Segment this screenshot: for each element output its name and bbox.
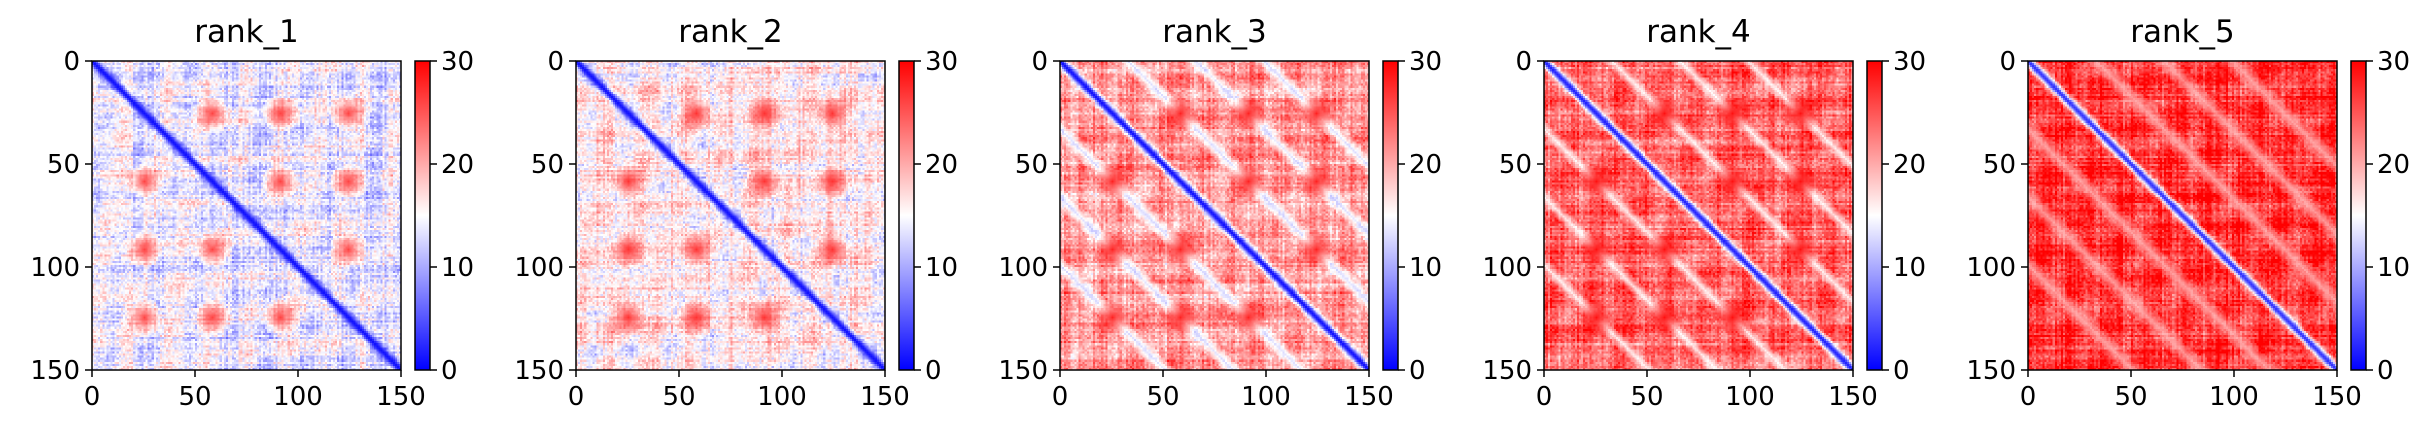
y-tick-label: 0 [1031, 47, 1048, 77]
colorbar-tick-label: 30 [441, 47, 474, 77]
x-tick-label: 0 [568, 382, 585, 412]
x-tick-label: 0 [1052, 382, 1069, 412]
x-tick-label: 100 [1241, 382, 1291, 412]
plot-frame [91, 60, 402, 371]
colorbar-tick-label: 20 [441, 150, 474, 180]
colorbar-tick-label: 10 [2377, 253, 2410, 283]
plot-frame [2027, 60, 2338, 371]
colorbar-tick-label: 0 [1409, 356, 1426, 386]
colorbar-tick-label: 0 [2377, 356, 2394, 386]
y-tick-label: 0 [547, 47, 564, 77]
panel-title: rank_1 [194, 14, 299, 50]
heatmap-image [1060, 61, 1369, 370]
x-tick-label: 50 [178, 382, 211, 412]
y-tick-label: 150 [1482, 356, 1532, 386]
y-tick-label: 50 [47, 150, 80, 180]
colorbar-frame [898, 60, 915, 371]
x-tick-label: 100 [757, 382, 807, 412]
x-tick-label: 150 [860, 382, 910, 412]
colorbar-tick-label: 10 [925, 253, 958, 283]
colorbar [1383, 61, 1398, 370]
colorbar-frame [2350, 60, 2367, 371]
heatmap-image [1544, 61, 1853, 370]
colorbar-tick-label: 20 [1893, 150, 1926, 180]
x-tick-label: 0 [84, 382, 101, 412]
y-tick-label: 100 [998, 253, 1048, 283]
x-tick-label: 50 [1630, 382, 1663, 412]
x-tick-label: 50 [1146, 382, 1179, 412]
colorbar-tick-label: 0 [441, 356, 458, 386]
x-tick-label: 50 [662, 382, 695, 412]
y-tick-label: 150 [998, 356, 1048, 386]
colorbar-frame [1382, 60, 1399, 371]
x-tick-label: 150 [1828, 382, 1878, 412]
y-tick-label: 50 [1983, 150, 2016, 180]
y-tick-label: 50 [1015, 150, 1048, 180]
colorbar-tick-label: 10 [1893, 253, 1926, 283]
colorbar-tick-label: 30 [925, 47, 958, 77]
x-tick-label: 100 [2209, 382, 2259, 412]
colorbar-tick-label: 0 [925, 356, 942, 386]
panel-title: rank_4 [1646, 14, 1751, 50]
y-tick-label: 50 [531, 150, 564, 180]
x-tick-label: 150 [1344, 382, 1394, 412]
panel-title: rank_2 [678, 14, 783, 50]
colorbar [2351, 61, 2366, 370]
colorbar-frame [414, 60, 431, 371]
x-tick-label: 50 [2114, 382, 2147, 412]
plot-frame [1059, 60, 1370, 371]
heatmap-image [2028, 61, 2337, 370]
y-tick-label: 0 [1999, 47, 2016, 77]
colorbar-tick-label: 0 [1893, 356, 1910, 386]
colorbar [415, 61, 430, 370]
y-tick-label: 100 [30, 253, 80, 283]
y-tick-label: 150 [30, 356, 80, 386]
colorbar-tick-label: 30 [2377, 47, 2410, 77]
colorbar-tick-label: 30 [1409, 47, 1442, 77]
x-tick-label: 100 [1725, 382, 1775, 412]
y-tick-label: 50 [1499, 150, 1532, 180]
x-tick-label: 0 [2020, 382, 2037, 412]
panel-title: rank_3 [1162, 14, 1267, 50]
colorbar-tick-label: 20 [1409, 150, 1442, 180]
y-tick-label: 150 [514, 356, 564, 386]
colorbar-tick-label: 10 [441, 253, 474, 283]
y-tick-label: 150 [1966, 356, 2016, 386]
x-tick-label: 150 [2312, 382, 2362, 412]
y-tick-label: 100 [1966, 253, 2016, 283]
colorbar-tick-label: 10 [1409, 253, 1442, 283]
plot-frame [1543, 60, 1854, 371]
colorbar-tick-label: 20 [2377, 150, 2410, 180]
panel-title: rank_5 [2130, 14, 2235, 50]
heatmap-image [92, 61, 401, 370]
colorbar [1867, 61, 1882, 370]
y-tick-label: 100 [514, 253, 564, 283]
y-tick-label: 0 [1515, 47, 1532, 77]
heatmap-image [576, 61, 885, 370]
colorbar-tick-label: 20 [925, 150, 958, 180]
x-tick-label: 150 [376, 382, 426, 412]
colorbar-tick-label: 30 [1893, 47, 1926, 77]
x-tick-label: 0 [1536, 382, 1553, 412]
x-tick-label: 100 [273, 382, 323, 412]
y-tick-label: 100 [1482, 253, 1532, 283]
plot-frame [575, 60, 886, 371]
colorbar [899, 61, 914, 370]
colorbar-frame [1866, 60, 1883, 371]
y-tick-label: 0 [63, 47, 80, 77]
